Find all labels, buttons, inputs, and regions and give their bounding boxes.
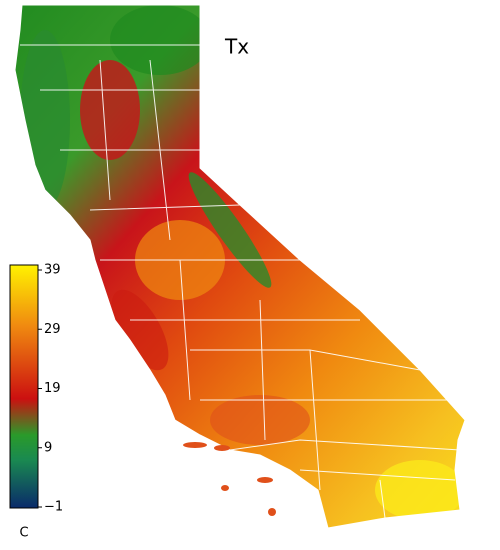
tick-label: 9 (44, 440, 52, 455)
tick-label: 19 (44, 381, 61, 396)
colorbar-unit: C (19, 526, 28, 541)
islands (183, 442, 276, 516)
state-outline (14, 4, 466, 529)
colorbar (9, 264, 39, 509)
colorbar-ticks: −1 9 19 29 39 (38, 263, 63, 515)
tick-label: −1 (44, 500, 63, 515)
tick-label: 39 (44, 263, 61, 278)
temperature-field (15, 5, 465, 528)
map-title: Tx (224, 35, 249, 59)
tick-label: 29 (44, 322, 61, 337)
